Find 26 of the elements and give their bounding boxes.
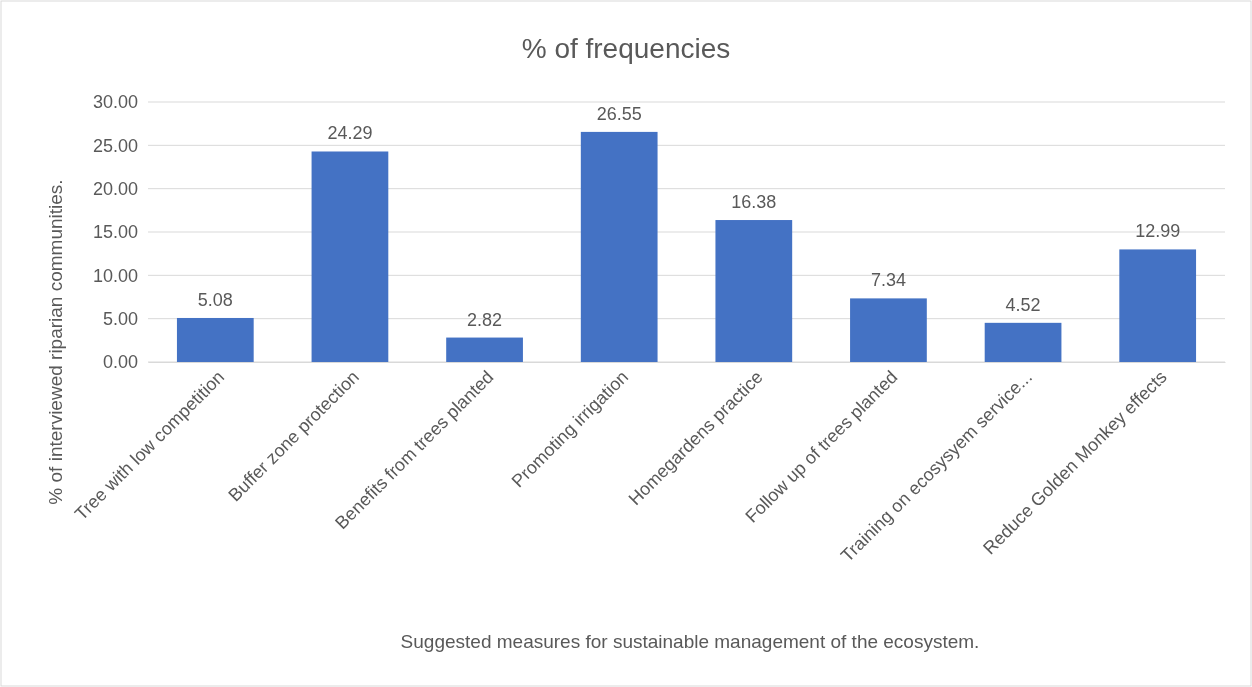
y-tick-label: 10.00 (92, 265, 138, 286)
y-tick-label: 15.00 (92, 222, 138, 243)
y-tick-label: 30.00 (92, 92, 138, 113)
data-label: 24.29 (327, 123, 373, 144)
data-label: 26.55 (596, 103, 642, 124)
chart-title: % of frequencies (521, 33, 731, 64)
y-tick-label: 0.00 (102, 352, 138, 373)
x-axis-title: Suggested measures for sustainable management of the ecosystem. (400, 631, 980, 652)
y-tick-label: 25.00 (92, 135, 138, 156)
data-label: 4.52 (1005, 294, 1041, 315)
bar (850, 298, 927, 362)
data-label: 5.08 (197, 289, 233, 310)
y-axis-title: % of interviewed riparian communities. (45, 179, 66, 505)
bar (1119, 249, 1197, 362)
bar (984, 322, 1062, 362)
data-label: 12.99 (1135, 221, 1181, 242)
bar (311, 151, 389, 362)
bar (176, 317, 254, 362)
bar (446, 337, 523, 362)
data-label: 2.82 (467, 309, 503, 330)
y-tick-label: 20.00 (92, 178, 138, 199)
data-label: 7.34 (870, 270, 906, 291)
data-label: 16.38 (731, 192, 777, 213)
bar (715, 220, 793, 362)
bar (580, 131, 658, 362)
y-tick-label: 5.00 (102, 308, 138, 329)
